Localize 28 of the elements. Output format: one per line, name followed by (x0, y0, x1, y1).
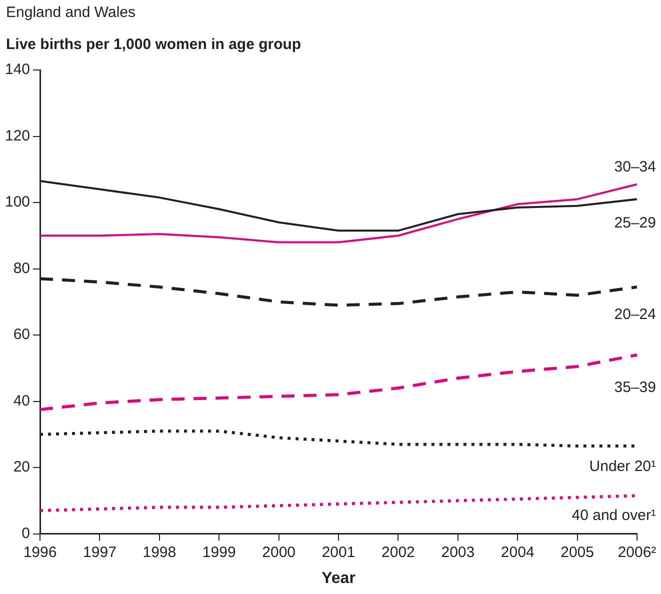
x-tick-label: 2001 (322, 544, 356, 561)
x-tick-label: 2000 (262, 544, 296, 561)
series-label: Under 20¹ (589, 458, 656, 476)
y-tick-label: 140 (4, 61, 30, 78)
y-tick-label: 60 (13, 326, 30, 344)
y-tick-label: 20 (13, 458, 30, 476)
series-label: 25–29 (614, 214, 656, 232)
y-tick-label: 0 (22, 524, 30, 542)
x-tick-label: 1999 (202, 544, 236, 561)
x-tick-label: 2005 (560, 544, 594, 561)
y-tick-label: 120 (4, 127, 30, 144)
x-tick-label: 2003 (441, 544, 475, 561)
y-tick-label: 100 (4, 194, 30, 211)
x-tick-label: 2004 (500, 544, 534, 561)
series-label: 30–34 (614, 158, 656, 176)
y-tick-label: 40 (13, 392, 30, 410)
x-tick-label: 2006² (618, 544, 656, 561)
series-label: 40 and over¹ (572, 506, 656, 524)
x-tick-label: 1996 (23, 544, 57, 561)
chart-title: England and Wales (6, 4, 136, 21)
x-tick-label: 1998 (142, 544, 176, 561)
series-label: 20–24 (614, 306, 656, 324)
x-tick-label: 1997 (83, 544, 116, 561)
y-tick-label: 80 (13, 260, 30, 277)
x-tick-label: 2002 (382, 544, 415, 561)
y-axis-title: Live births per 1,000 women in age group (6, 36, 302, 53)
x-axis-title: Year (322, 570, 356, 587)
series-label: 35–39 (614, 379, 656, 396)
